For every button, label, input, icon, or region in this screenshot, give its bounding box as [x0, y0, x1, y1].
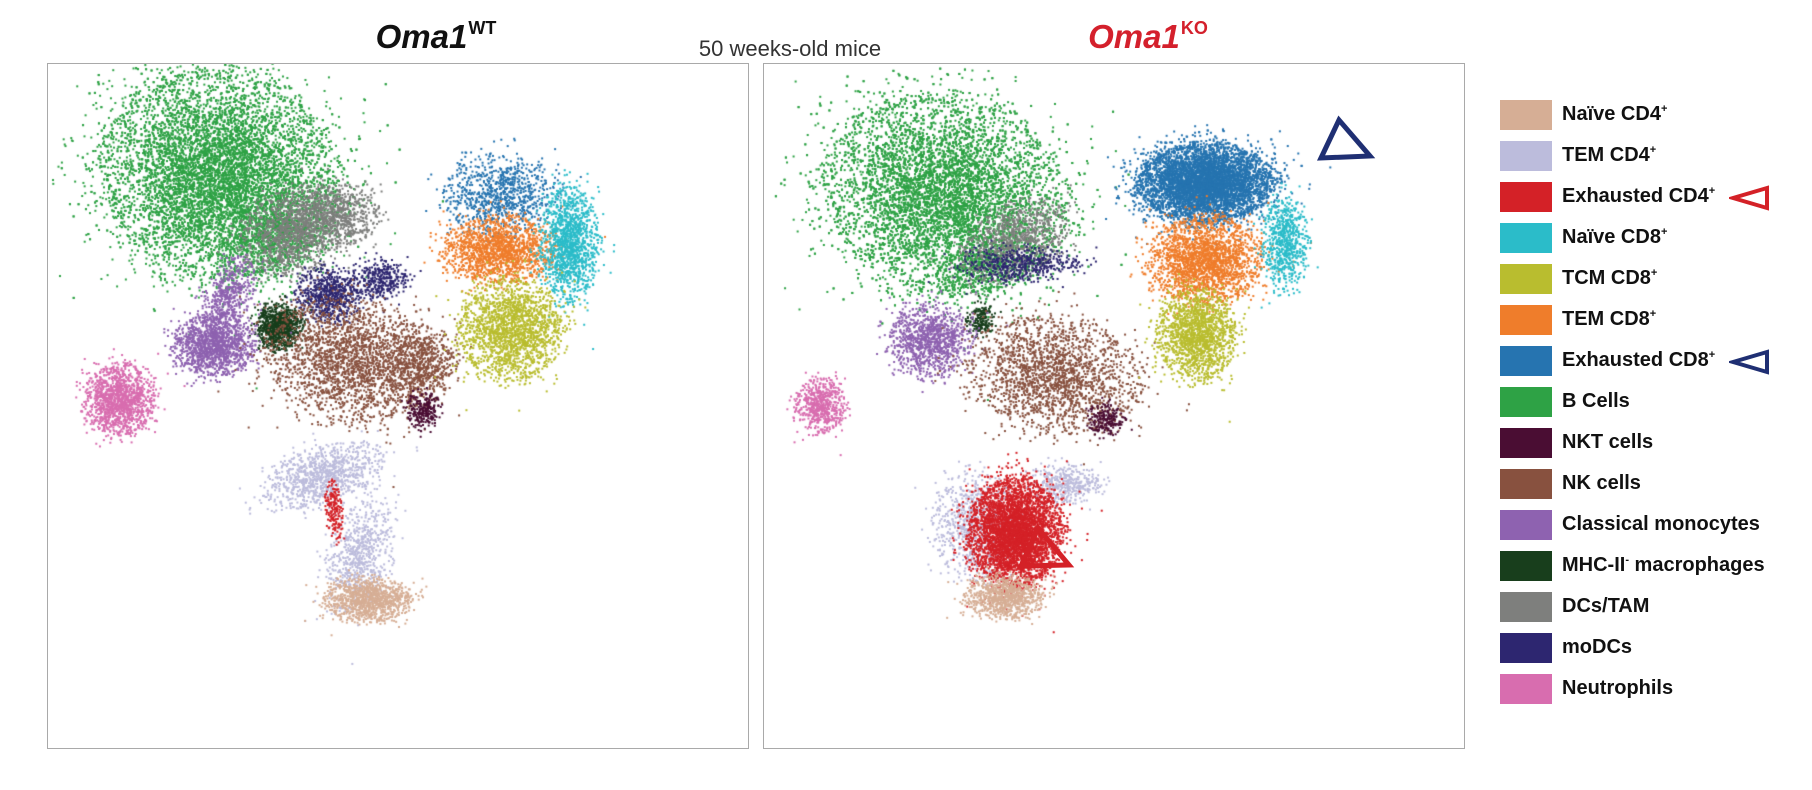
umap-scatter-ko: [764, 64, 1463, 747]
exhausted-cd8-arrow-triangle: [1316, 115, 1376, 161]
legend-swatch: [1500, 346, 1552, 376]
legend-swatch: [1500, 100, 1552, 130]
legend-label-base: Naïve CD4: [1562, 103, 1661, 125]
annotation-layer: [1017, 115, 1376, 569]
legend-label: TEM CD8+: [1562, 308, 1656, 331]
legend-label-base: moDCs: [1562, 636, 1633, 658]
legend-label-sup: +: [1660, 226, 1668, 238]
legend-label: Naïve CD4+: [1562, 103, 1667, 126]
legend-label: Exhausted CD4+: [1562, 185, 1715, 208]
legend-label: Classical monocytes: [1562, 513, 1760, 536]
legend-label: Naïve CD8+: [1562, 226, 1667, 249]
legend-label-base: TEM CD4: [1562, 144, 1650, 166]
legend-label-base: Neutrophils: [1562, 677, 1674, 699]
legend-label-base: Classical monocytes: [1562, 513, 1760, 535]
panel-title-ko: Oma1KO: [998, 18, 1298, 56]
legend-label-sup: -: [1625, 554, 1629, 566]
legend-label: Neutrophils: [1562, 677, 1673, 700]
legend-item: TEM CD8+: [1500, 305, 1812, 335]
legend-label-sup: +: [1650, 267, 1658, 279]
chart-subtitle: 50 weeks-old mice: [698, 36, 882, 61]
legend-label-base: TEM CD8: [1562, 308, 1650, 330]
legend-swatch: [1500, 510, 1552, 540]
legend-item: MHC-II- macrophages: [1500, 551, 1812, 581]
legend-label-sup: +: [1708, 349, 1716, 361]
legend-swatch: [1500, 592, 1552, 622]
legend-label-sup: +: [1649, 144, 1657, 156]
legend-swatch: [1500, 633, 1552, 663]
legend-item: Classical monocytes: [1500, 510, 1812, 540]
panel-title-base: Oma1: [1088, 18, 1180, 55]
legend-item: B Cells: [1500, 387, 1812, 417]
exhausted-cd4-arrow-triangle: [1017, 523, 1075, 569]
legend-label-base: Naïve CD8: [1562, 226, 1661, 248]
umap-panel-ko: [763, 63, 1465, 749]
legend-swatch: [1500, 305, 1552, 335]
legend-label-base: NKT cells: [1562, 431, 1654, 453]
legend-label-base: B Cells: [1562, 390, 1630, 412]
legend-label: Exhausted CD8+: [1562, 349, 1715, 372]
legend-swatch: [1500, 223, 1552, 253]
panel-title-wt: Oma1WT: [286, 18, 586, 56]
legend-swatch: [1500, 469, 1552, 499]
legend-swatch: [1500, 551, 1552, 581]
legend-item: NK cells: [1500, 469, 1812, 499]
legend-label-sup: +: [1649, 308, 1657, 320]
legend-label: moDCs: [1562, 636, 1632, 659]
legend-label: TCM CD8+: [1562, 267, 1657, 290]
legend-item: Exhausted CD4+: [1500, 182, 1812, 212]
legend-label: MHC-II- macrophages: [1562, 554, 1765, 577]
panel-title-sup: WT: [468, 18, 497, 38]
legend-label: DCs/TAM: [1562, 595, 1649, 618]
umap-panel-wt: [47, 63, 749, 749]
legend-label: TEM CD4+: [1562, 144, 1656, 167]
legend-swatch: [1500, 141, 1552, 171]
legend-label-base: TCM CD8: [1562, 267, 1651, 289]
legend-label: B Cells: [1562, 390, 1630, 413]
legend-item: NKT cells: [1500, 428, 1812, 458]
legend-label-base: Exhausted CD4: [1562, 185, 1709, 207]
legend-swatch: [1500, 182, 1552, 212]
legend-item: Exhausted CD8+: [1500, 346, 1812, 376]
navy-triangle-icon: [1729, 349, 1769, 375]
panel-title-base: Oma1: [375, 18, 468, 55]
legend-label-tail: macrophages: [1629, 554, 1765, 576]
legend-item: TEM CD4+: [1500, 141, 1812, 171]
legend-item: Naïve CD4+: [1500, 100, 1812, 130]
legend-label-sup: +: [1708, 185, 1716, 197]
legend-item: DCs/TAM: [1500, 592, 1812, 622]
legend-swatch: [1500, 387, 1552, 417]
legend-label-base: NK cells: [1562, 472, 1641, 494]
legend-swatch: [1500, 264, 1552, 294]
umap-scatter-wt: [48, 64, 747, 747]
legend-item: TCM CD8+: [1500, 264, 1812, 294]
legend-item: Neutrophils: [1500, 674, 1812, 704]
legend-label: NKT cells: [1562, 431, 1653, 454]
legend-swatch: [1500, 428, 1552, 458]
legend-label-base: MHC-II: [1562, 554, 1626, 576]
legend-label: NK cells: [1562, 472, 1641, 495]
red-triangle-icon: [1729, 185, 1769, 211]
legend-label-base: Exhausted CD8: [1562, 349, 1709, 371]
panel-title-sup: KO: [1180, 18, 1208, 38]
legend-label-base: DCs/TAM: [1562, 595, 1650, 617]
legend-swatch: [1500, 674, 1552, 704]
legend-label-sup: +: [1660, 103, 1668, 115]
legend-item: moDCs: [1500, 633, 1812, 663]
legend-item: Naïve CD8+: [1500, 223, 1812, 253]
